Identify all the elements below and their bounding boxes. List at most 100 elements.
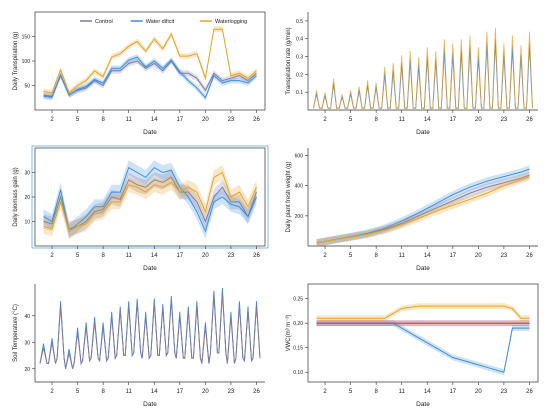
- series-band-Control: [43, 170, 257, 237]
- x-tick-label: 2: [323, 117, 327, 123]
- panel-vwc: 2 5 8 11 14 17 20 23 26 0.10 0.15 0.20 0.25 Date VWC(m…: [286, 283, 539, 408]
- x-tick-label: 8: [374, 253, 378, 259]
- panel-daily-transpiration: 2 5 8 11 14 17 20 23 26 50 100 150 Date Daily Transpi…: [13, 11, 266, 136]
- x-tick-label: 2: [323, 389, 327, 395]
- y-tick-label: 600: [295, 154, 304, 160]
- x-tick-label: 17: [449, 389, 456, 395]
- x-tick-label: 11: [126, 253, 133, 259]
- x-tick-label: 11: [399, 389, 406, 395]
- series-line-Water dificit: [43, 166, 257, 233]
- x-axis-label: Date: [143, 265, 157, 272]
- series-line-temp-0: [39, 291, 261, 369]
- y-tick-label: 0.1: [296, 90, 303, 96]
- x-tick-label: 26: [526, 117, 533, 123]
- y-axis-label: VWC(m³ m⁻³): [286, 315, 292, 352]
- y-axis-label: Daily Transpiration (g): [13, 32, 19, 91]
- y-tick-label: 40: [24, 314, 30, 320]
- x-tick-label: 8: [374, 389, 378, 395]
- x-axis-label: Date: [143, 401, 157, 408]
- x-tick-label: 5: [349, 389, 353, 395]
- series-line-Waterlogging: [316, 176, 530, 244]
- x-tick-label: 23: [228, 117, 235, 123]
- x-tick-label: 8: [101, 117, 105, 123]
- x-axis-label: Date: [416, 265, 430, 272]
- x-tick-label: 20: [202, 117, 209, 123]
- x-tick-label: 5: [76, 253, 80, 259]
- y-tick-label: 0.25: [293, 297, 303, 303]
- x-tick-label: 17: [449, 117, 456, 123]
- x-tick-label: 14: [424, 389, 431, 395]
- x-tick-label: 11: [399, 253, 406, 259]
- series-line-Control: [43, 60, 257, 97]
- y-tick-label: 0.15: [293, 346, 303, 352]
- x-tick-label: 23: [228, 389, 235, 395]
- series-line-Waterlogging: [43, 28, 257, 94]
- series-line-Water dificit: [316, 322, 530, 373]
- x-tick-label: 5: [349, 253, 353, 259]
- series-band-Water dificit: [316, 320, 530, 376]
- x-tick-label: 17: [176, 117, 183, 123]
- legend: Control Water dificit Waterlogging: [80, 19, 247, 25]
- x-tick-label: 14: [424, 117, 431, 123]
- y-axis-label: Soil Temperature (°C): [13, 304, 19, 362]
- series-line-Water dificit: [43, 56, 257, 99]
- y-tick-label: 0.4: [296, 37, 303, 43]
- x-tick-label: 17: [176, 253, 183, 259]
- x-tick-label: 2: [323, 253, 327, 259]
- legend-label: Water dificit: [146, 19, 175, 25]
- series-line-rate-1: [313, 38, 533, 109]
- x-tick-label: 26: [253, 117, 260, 123]
- x-tick-label: 26: [526, 253, 533, 259]
- x-tick-label: 20: [475, 253, 482, 259]
- x-tick-label: 26: [253, 253, 260, 259]
- series-line-Waterlogging: [43, 171, 257, 233]
- series-band-Water dificit: [316, 165, 530, 247]
- y-axis-label: Daily plant fresh weight (g): [286, 161, 292, 232]
- x-tick-label: 20: [202, 253, 209, 259]
- y-tick-label: 30: [24, 171, 30, 177]
- panel-transpiration-rate: 2 5 8 11 14 17 20 23 26 0.1 0.2 0.3 0.4 0.5 Date Transp…: [286, 12, 538, 136]
- series-band-Control: [316, 171, 530, 247]
- x-tick-label: 14: [424, 253, 431, 259]
- y-tick-label: 20: [24, 367, 30, 373]
- x-tick-label: 23: [228, 253, 235, 259]
- y-tick-label: 0.10: [293, 370, 303, 376]
- series-band-Water dificit: [43, 160, 257, 239]
- y-axis-label: Daily biomass gain (g): [13, 167, 19, 226]
- y-tick-label: 0.2: [296, 72, 303, 78]
- x-axis-label: Date: [416, 401, 430, 408]
- series-line-Water dificit: [316, 168, 530, 244]
- y-tick-label: 400: [295, 184, 304, 190]
- series-band-Control: [43, 58, 257, 100]
- x-tick-label: 5: [76, 389, 80, 395]
- x-tick-label: 8: [374, 117, 378, 123]
- x-tick-label: 23: [501, 117, 508, 123]
- x-tick-label: 23: [501, 253, 508, 259]
- x-tick-label: 11: [126, 117, 133, 123]
- legend-label: Waterlogging: [215, 19, 247, 25]
- x-tick-label: 20: [475, 117, 482, 123]
- panel-soil-temperature: 2 5 8 11 14 17 20 23 26 20 30 40 Date Soil Temperatur…: [13, 284, 265, 408]
- x-tick-label: 14: [151, 389, 158, 395]
- x-tick-label: 23: [501, 389, 508, 395]
- x-tick-label: 8: [101, 389, 105, 395]
- series-line-rate-2: [313, 27, 533, 109]
- series-line-rate-0: [313, 42, 533, 109]
- y-tick-label: 100: [22, 59, 31, 65]
- x-tick-label: 2: [50, 117, 54, 123]
- x-tick-label: 2: [50, 389, 54, 395]
- y-tick-label: 20: [24, 195, 30, 201]
- x-axis-label: Date: [143, 129, 157, 136]
- x-tick-label: 26: [253, 389, 260, 395]
- x-tick-label: 14: [151, 117, 158, 123]
- x-tick-label: 17: [176, 389, 183, 395]
- series-band-Waterlogging: [316, 303, 530, 322]
- x-tick-label: 11: [399, 117, 406, 123]
- y-tick-label: 0.3: [296, 55, 303, 61]
- y-tick-label: 0.5: [296, 19, 303, 25]
- x-tick-label: 20: [202, 389, 209, 395]
- legend-label: Control: [95, 19, 113, 25]
- x-tick-label: 26: [526, 389, 533, 395]
